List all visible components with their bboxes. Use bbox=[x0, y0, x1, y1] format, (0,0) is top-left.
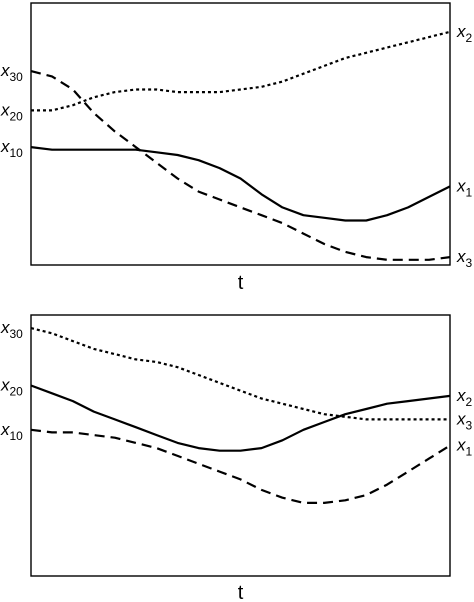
x-axis-label: t bbox=[238, 582, 244, 602]
series-line-x1 bbox=[30, 146, 451, 222]
series-start-label-x2: x20 bbox=[0, 375, 23, 398]
series-line-x2 bbox=[31, 30, 451, 112]
plot-frame bbox=[30, 2, 451, 266]
chart-panel-2: x30 x3 x20 x2 x10 x1 t bbox=[0, 314, 473, 602]
series-line-x1 bbox=[30, 428, 451, 504]
series-start-label-x2: x20 bbox=[0, 100, 23, 123]
series-line-x3 bbox=[30, 327, 450, 421]
series-end-label-x3: x3 bbox=[456, 247, 473, 270]
x-axis-label: t bbox=[238, 272, 244, 294]
plot-frame bbox=[30, 314, 451, 577]
series-end-label-x2: x2 bbox=[456, 22, 473, 45]
series-line-x2 bbox=[30, 384, 451, 452]
series-start-label-x3: x30 bbox=[0, 61, 23, 84]
series-start-label-x1: x10 bbox=[0, 137, 23, 160]
series-end-label-x1: x1 bbox=[456, 176, 473, 199]
series-start-label-x1: x10 bbox=[0, 420, 23, 443]
chart-panel-1: x30 x3 x20 x2 x10 x1 t bbox=[0, 2, 473, 294]
series-end-label-x2: x2 bbox=[456, 386, 473, 409]
series-start-label-x3: x30 bbox=[0, 318, 23, 341]
series-end-label-x1: x1 bbox=[456, 436, 473, 459]
series-end-label-x3: x3 bbox=[456, 409, 473, 432]
series-line-x3 bbox=[30, 70, 451, 261]
